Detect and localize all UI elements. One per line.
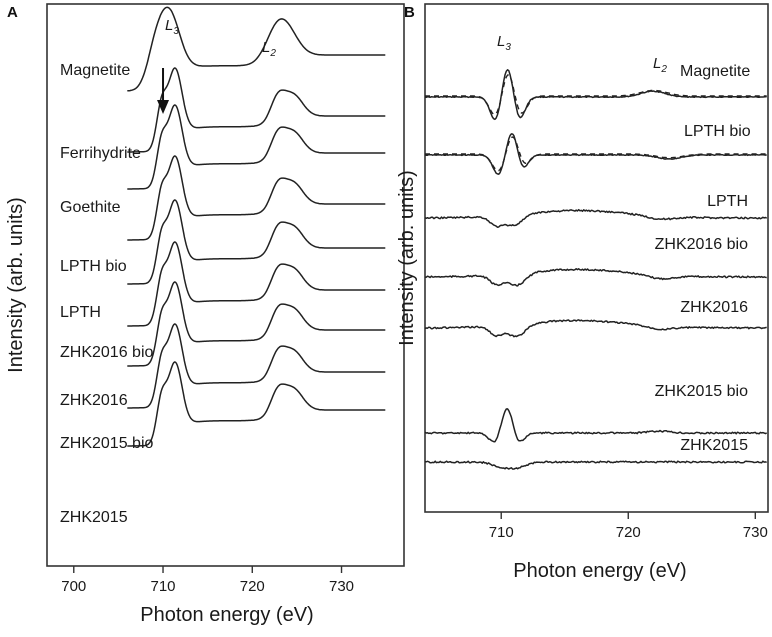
panel-b-label-zhk2015-bio: ZHK2015 bio bbox=[655, 383, 748, 400]
panel-a-trace-zhk2015-bio bbox=[127, 323, 386, 409]
panel-a-l2-label: L2 bbox=[262, 39, 276, 59]
panel-b-label-zhk2015: ZHK2015 bbox=[680, 437, 748, 454]
panel-a-label-zhk2016: ZHK2016 bbox=[60, 392, 128, 409]
panel-a-traces bbox=[127, 6, 386, 447]
panel-a-label-magnetite: Magnetite bbox=[60, 62, 130, 79]
panel-a-trace-magnetite bbox=[127, 6, 386, 92]
panel-a-label-ferrihydrite: Ferrihydrite bbox=[60, 145, 141, 162]
panel-b-ylabel: Intensity (arb. units) bbox=[396, 170, 418, 346]
panel-b-trace-zhk2015 bbox=[424, 460, 767, 470]
panel-a-label-lpth-bio: LPTH bio bbox=[60, 258, 127, 275]
panel-b-x-tick-label: 730 bbox=[743, 524, 768, 541]
panel-b-trace-zhk2016-bio bbox=[424, 268, 767, 287]
panel-b-trace-lpth bbox=[424, 208, 768, 228]
panel-b-label-zhk2016: ZHK2016 bbox=[680, 299, 748, 316]
panel-b-traces bbox=[424, 69, 768, 470]
panel-a-label-goethite: Goethite bbox=[60, 199, 121, 216]
panel-b: B Intensity (arb. units) Photon energy (… bbox=[396, 3, 769, 582]
panel-a-x-tick-label: 730 bbox=[329, 578, 354, 595]
panel-a-trace-lpth bbox=[127, 199, 386, 285]
panel-a-x-tick-label: 720 bbox=[240, 578, 265, 595]
panel-b-label-zhk2016-bio: ZHK2016 bio bbox=[655, 236, 748, 253]
panel-b-label-magnetite: Magnetite bbox=[680, 63, 750, 80]
panel-b-x-ticks: 710 720 730 bbox=[489, 512, 768, 541]
panel-a-xlabel: Photon energy (eV) bbox=[140, 604, 313, 626]
panel-a-arrow bbox=[157, 68, 170, 114]
panel-a-label-zhk2016-bio: ZHK2016 bio bbox=[60, 344, 153, 361]
panel-letter-b: B bbox=[404, 4, 415, 21]
panel-a-x-tick-label: 710 bbox=[151, 578, 176, 595]
panel-b-label-lpth: LPTH bbox=[707, 193, 748, 210]
panel-b-trace-labels: Magnetite LPTH bio LPTH ZHK2016 bio ZHK2016 Z… bbox=[655, 63, 751, 454]
panel-b-trace-zhk2016 bbox=[424, 319, 767, 338]
panel-b-frame bbox=[424, 3, 769, 513]
panel-b-x-tick-label: 720 bbox=[616, 524, 641, 541]
panel-b-xlabel: Photon energy (eV) bbox=[513, 560, 686, 582]
panel-b-l2-label: L2 bbox=[653, 55, 667, 75]
panel-a-trace-ferrihydrite bbox=[127, 67, 386, 153]
panel-b-x-tick-label: 710 bbox=[489, 524, 514, 541]
panel-a-trace-zhk2016 bbox=[127, 281, 386, 367]
panel-a-frame bbox=[46, 3, 405, 567]
panel-b-l3-label: L3 bbox=[497, 33, 511, 53]
panel-a-trace-lpth-bio bbox=[127, 155, 386, 241]
panel-b-fit-magnetite bbox=[425, 74, 767, 116]
panel-a-x-ticks: 700 710 720 730 bbox=[61, 566, 354, 595]
panel-b-trace-zhk2015-bio bbox=[424, 408, 768, 443]
panel-a-trace-goethite bbox=[127, 104, 386, 190]
panel-a-l3-label: L3 bbox=[165, 17, 179, 37]
panel-b-fit-lpth-bio bbox=[425, 136, 767, 172]
panel-a: A Intensity (arb. units) Photon energy (… bbox=[5, 3, 405, 626]
panel-a-trace-zhk2016-bio bbox=[127, 241, 386, 327]
panel-a-trace-zhk2015 bbox=[127, 361, 386, 447]
panel-b-label-lpth-bio: LPTH bio bbox=[684, 123, 751, 140]
panel-a-label-zhk2015-bio: ZHK2015 bio bbox=[60, 435, 153, 452]
panel-a-label-lpth: LPTH bbox=[60, 304, 101, 321]
panel-a-ylabel: Intensity (arb. units) bbox=[5, 197, 27, 373]
panel-a-label-zhk2015: ZHK2015 bbox=[60, 509, 128, 526]
panel-letter-a: A bbox=[7, 4, 18, 21]
panel-a-x-tick-label: 700 bbox=[61, 578, 86, 595]
panel-a-trace-labels: Magnetite Ferrihydrite Goethite LPTH bio LPT… bbox=[60, 62, 153, 526]
